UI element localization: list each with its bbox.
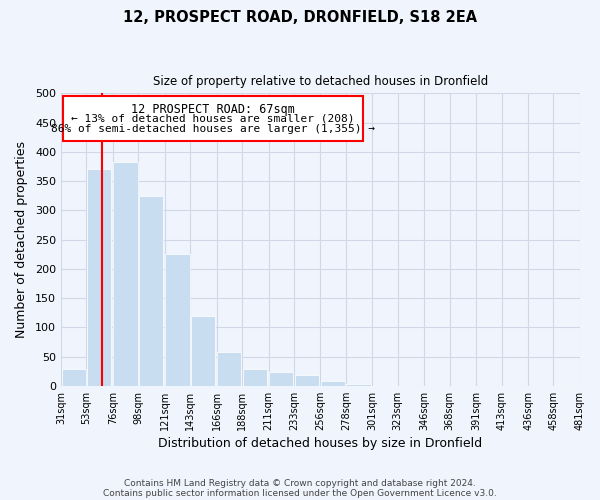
Bar [321,381,345,386]
Bar [166,254,190,386]
Bar [346,384,371,386]
Bar [373,385,397,386]
Bar [191,316,215,386]
Bar [242,370,267,386]
Bar [217,352,241,386]
Bar [554,384,578,386]
Text: Contains public sector information licensed under the Open Government Licence v3: Contains public sector information licen… [103,488,497,498]
Bar [113,162,137,386]
Bar [62,370,86,386]
Bar [87,170,111,386]
Text: Contains HM Land Registry data © Crown copyright and database right 2024.: Contains HM Land Registry data © Crown c… [124,478,476,488]
Y-axis label: Number of detached properties: Number of detached properties [15,141,28,338]
Title: Size of property relative to detached houses in Dronfield: Size of property relative to detached ho… [153,75,488,88]
Text: ← 13% of detached houses are smaller (208): ← 13% of detached houses are smaller (20… [71,113,355,123]
X-axis label: Distribution of detached houses by size in Dronfield: Distribution of detached houses by size … [158,437,482,450]
Text: 12 PROSPECT ROAD: 67sqm: 12 PROSPECT ROAD: 67sqm [131,102,295,116]
Bar [139,196,163,386]
Text: 86% of semi-detached houses are larger (1,355) →: 86% of semi-detached houses are larger (… [51,124,375,134]
Bar [295,376,319,386]
Bar [269,372,293,386]
Text: 12, PROSPECT ROAD, DRONFIELD, S18 2EA: 12, PROSPECT ROAD, DRONFIELD, S18 2EA [123,10,477,25]
Bar [63,96,363,142]
